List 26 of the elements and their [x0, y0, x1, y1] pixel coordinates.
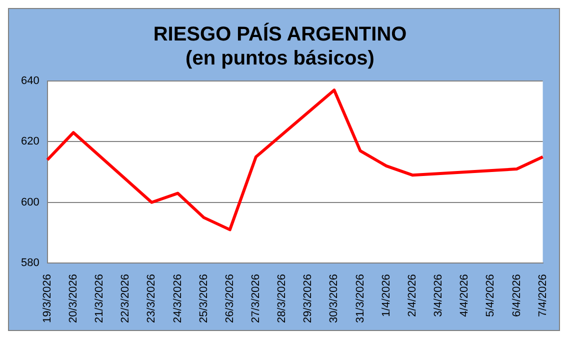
- x-tick-label: 27/3/2026: [250, 274, 262, 323]
- chart-subtitle: (en puntos básicos): [186, 48, 374, 70]
- x-tick-label: 6/4/2026: [510, 274, 523, 317]
- chart-title: RIESGO PAÍS ARGENTINO: [153, 22, 407, 46]
- x-tick-label: 31/3/2026: [354, 274, 366, 323]
- x-tick-label: 30/3/2026: [328, 274, 340, 323]
- y-tick-label: 620: [20, 136, 40, 148]
- x-tick-label: 20/3/2026: [67, 274, 80, 323]
- y-tick-label: 580: [20, 257, 40, 270]
- x-tick-label: 19/3/2026: [41, 274, 54, 323]
- x-tick-label: 22/3/2026: [120, 274, 132, 323]
- x-tick-label: 1/4/2026: [380, 274, 392, 317]
- x-tick-label: 2/4/2026: [406, 274, 418, 317]
- x-tick-label: 28/3/2026: [276, 274, 288, 323]
- y-tick-label: 640: [20, 75, 40, 88]
- x-tick-label: 25/3/2026: [198, 274, 210, 323]
- x-tick-label: 4/4/2026: [458, 274, 471, 317]
- x-tick-label: 21/3/2026: [94, 274, 106, 323]
- x-tick-label: 24/3/2026: [172, 274, 184, 323]
- x-tick-label: 5/4/2026: [484, 274, 497, 317]
- x-tick-label: 7/4/2026: [536, 274, 549, 317]
- y-tick-label: 600: [20, 196, 40, 208]
- x-tick-label: 29/3/2026: [302, 274, 314, 323]
- x-tick-label: 23/3/2026: [146, 274, 158, 323]
- x-tick-label: 3/4/2026: [432, 274, 445, 317]
- x-tick-label: 26/3/2026: [224, 274, 236, 323]
